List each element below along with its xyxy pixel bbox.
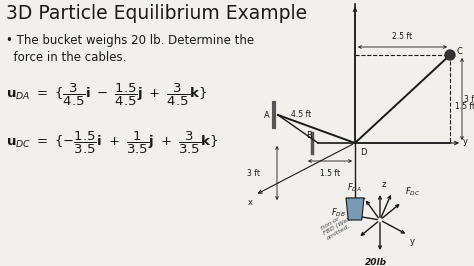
Text: y: y bbox=[463, 136, 468, 146]
Text: 1.5 ft: 1.5 ft bbox=[320, 169, 340, 178]
Text: A: A bbox=[264, 110, 270, 119]
Text: z: z bbox=[357, 0, 361, 2]
Text: 3 ft: 3 ft bbox=[464, 94, 474, 103]
Text: z: z bbox=[382, 180, 386, 189]
Circle shape bbox=[445, 50, 455, 60]
Text: y: y bbox=[410, 237, 415, 246]
Text: B: B bbox=[306, 131, 312, 139]
Text: 1.5 ft: 1.5 ft bbox=[455, 102, 474, 111]
Text: 3D Particle Equilibrium Example: 3D Particle Equilibrium Example bbox=[6, 4, 307, 23]
Text: 4.5 ft: 4.5 ft bbox=[292, 110, 311, 119]
Text: $\mathbf{u}_{DC}$$\ =\ \{-\dfrac{1.5}{3.5}\mathbf{i}\ +\ \dfrac{1}{3.5}\mathbf{j: $\mathbf{u}_{DC}$$\ =\ \{-\dfrac{1.5}{3.… bbox=[6, 130, 219, 156]
Text: $\mathbf{u}_{DA}$$\ =\ \{\dfrac{3}{4.5}\mathbf{i}\ -\ \dfrac{1.5}{4.5}\mathbf{j}: $\mathbf{u}_{DA}$$\ =\ \{\dfrac{3}{4.5}\… bbox=[6, 82, 208, 108]
Text: x: x bbox=[248, 198, 253, 207]
Polygon shape bbox=[346, 198, 364, 220]
Text: $F_{DB}$: $F_{DB}$ bbox=[331, 207, 346, 219]
Text: 2.5 ft: 2.5 ft bbox=[392, 32, 412, 41]
Text: C: C bbox=[457, 47, 463, 56]
Text: $F_{DA}$: $F_{DA}$ bbox=[347, 181, 362, 194]
Text: 3 ft: 3 ft bbox=[247, 168, 260, 177]
Text: • The bucket weighs 20 lb. Determine the
  force in the cables.: • The bucket weighs 20 lb. Determine the… bbox=[6, 34, 254, 64]
Text: tion or
FBD (Web)
omitted.: tion or FBD (Web) omitted. bbox=[320, 210, 357, 241]
Text: 20lb: 20lb bbox=[365, 258, 387, 266]
Text: $F_{DC}$: $F_{DC}$ bbox=[405, 185, 420, 198]
Text: D: D bbox=[360, 148, 366, 157]
